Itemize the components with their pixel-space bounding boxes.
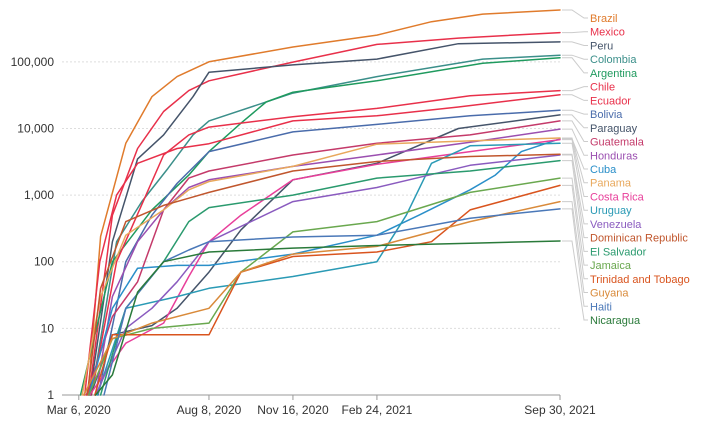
- legend-leader: [562, 86, 588, 92]
- x-tick-label: Aug 8, 2020: [177, 403, 242, 417]
- legend-leader: [562, 184, 588, 280]
- series-line-trinidad-and-tobago: [94, 184, 561, 396]
- series-line-bolivia: [97, 109, 561, 396]
- y-tick-label: 100: [34, 255, 54, 269]
- legend-leader: [562, 94, 588, 101]
- legend-label-colombia: Colombia: [590, 54, 637, 66]
- legend-label-argentina: Argentina: [590, 68, 638, 80]
- y-tick-label: 1: [47, 388, 54, 402]
- series-line-ecuador: [83, 94, 561, 396]
- y-tick-label: 10: [41, 321, 55, 335]
- series-line-dominican-republic: [86, 153, 561, 396]
- legend-leader: [562, 201, 588, 293]
- legend-label-bolivia: Bolivia: [590, 109, 623, 121]
- gridlines: [62, 61, 560, 329]
- legend-label-paraguay: Paraguay: [590, 123, 638, 135]
- legend-label-ecuador: Ecuador: [590, 95, 631, 107]
- legend-leader: [562, 31, 588, 34]
- y-tick-label: 1,000: [24, 188, 54, 202]
- legend-leader: [562, 54, 588, 60]
- legend-leader: [562, 114, 588, 129]
- series-line-uruguay: [96, 142, 561, 396]
- x-tick-label: Feb 24, 2021: [342, 403, 413, 417]
- legend-leader: [562, 177, 588, 266]
- legend-leader: [562, 142, 588, 211]
- legend-leader: [562, 41, 588, 46]
- series-line-cuba: [88, 138, 561, 396]
- series-line-venezuela: [94, 154, 561, 396]
- x-tick-label: Mar 6, 2020: [47, 403, 111, 417]
- series-line-argentina: [79, 57, 561, 396]
- y-tick-label: 100,000: [11, 55, 55, 69]
- series-line-costa-rica: [88, 138, 561, 396]
- legend-leader: [562, 139, 588, 197]
- series-line-panama: [81, 137, 561, 396]
- legend-label-dominican-republic: Dominican Republic: [590, 233, 688, 245]
- legend-label-guyana: Guyana: [590, 288, 629, 300]
- legend-leader: [562, 128, 588, 156]
- axes: 1 10 100 1,000 10,000 100,000 Mar 6, 2020 Aug 8…: [11, 55, 596, 417]
- series-line-guatemala: [85, 120, 561, 396]
- legend-label-honduras: Honduras: [590, 150, 638, 162]
- legend-label-guatemala: Guatemala: [590, 137, 645, 149]
- legend-label-uruguay: Uruguay: [590, 205, 632, 217]
- legend-label-trinidad-and-tobago: Trinidad and Tobago: [590, 274, 690, 286]
- legend-label-panama: Panama: [590, 178, 632, 190]
- series-line-honduras: [94, 128, 561, 396]
- series-line-jamaica: [88, 177, 561, 396]
- legend-label-chile: Chile: [590, 82, 615, 94]
- legend-label-jamaica: Jamaica: [590, 260, 632, 272]
- legend-leader: [562, 120, 588, 142]
- legend-leader: [562, 160, 588, 252]
- legend-leader: [562, 109, 588, 115]
- y-tick-label: 10,000: [17, 121, 54, 135]
- legend-leader: [562, 154, 588, 225]
- series-line-chile: [90, 89, 561, 396]
- legend-leader: [562, 57, 588, 74]
- x-tick-label: Sep 30, 2021: [524, 403, 596, 417]
- legend-label-el-salvador: El Salvador: [590, 246, 647, 258]
- x-tick-label: Nov 16, 2020: [257, 403, 329, 417]
- legend-leader: [562, 240, 588, 321]
- legend-label-costa-rica: Costa Rica: [590, 191, 645, 203]
- series-line-brazil: [87, 9, 561, 396]
- series-line-guyana: [83, 200, 561, 396]
- legend-label-peru: Peru: [590, 40, 613, 52]
- legend-leader: [562, 153, 588, 239]
- legend-leader: [562, 9, 588, 19]
- series-line-peru: [88, 41, 561, 396]
- legend-label-cuba: Cuba: [590, 164, 617, 176]
- legend-label-venezuela: Venezuela: [590, 219, 642, 231]
- legend-label-brazil: Brazil: [590, 13, 618, 25]
- series-line-colombia: [90, 54, 561, 396]
- series-line-haiti: [103, 208, 561, 396]
- series-lines: [79, 9, 561, 396]
- legend-leader: [562, 137, 588, 184]
- series-line-nicaragua: [94, 240, 561, 396]
- legend-leader: [562, 208, 588, 307]
- legend-label-haiti: Haiti: [590, 301, 612, 313]
- legend-label-mexico: Mexico: [590, 27, 625, 39]
- legend-label-nicaragua: Nicaragua: [590, 315, 641, 327]
- legend-leader: [562, 138, 588, 170]
